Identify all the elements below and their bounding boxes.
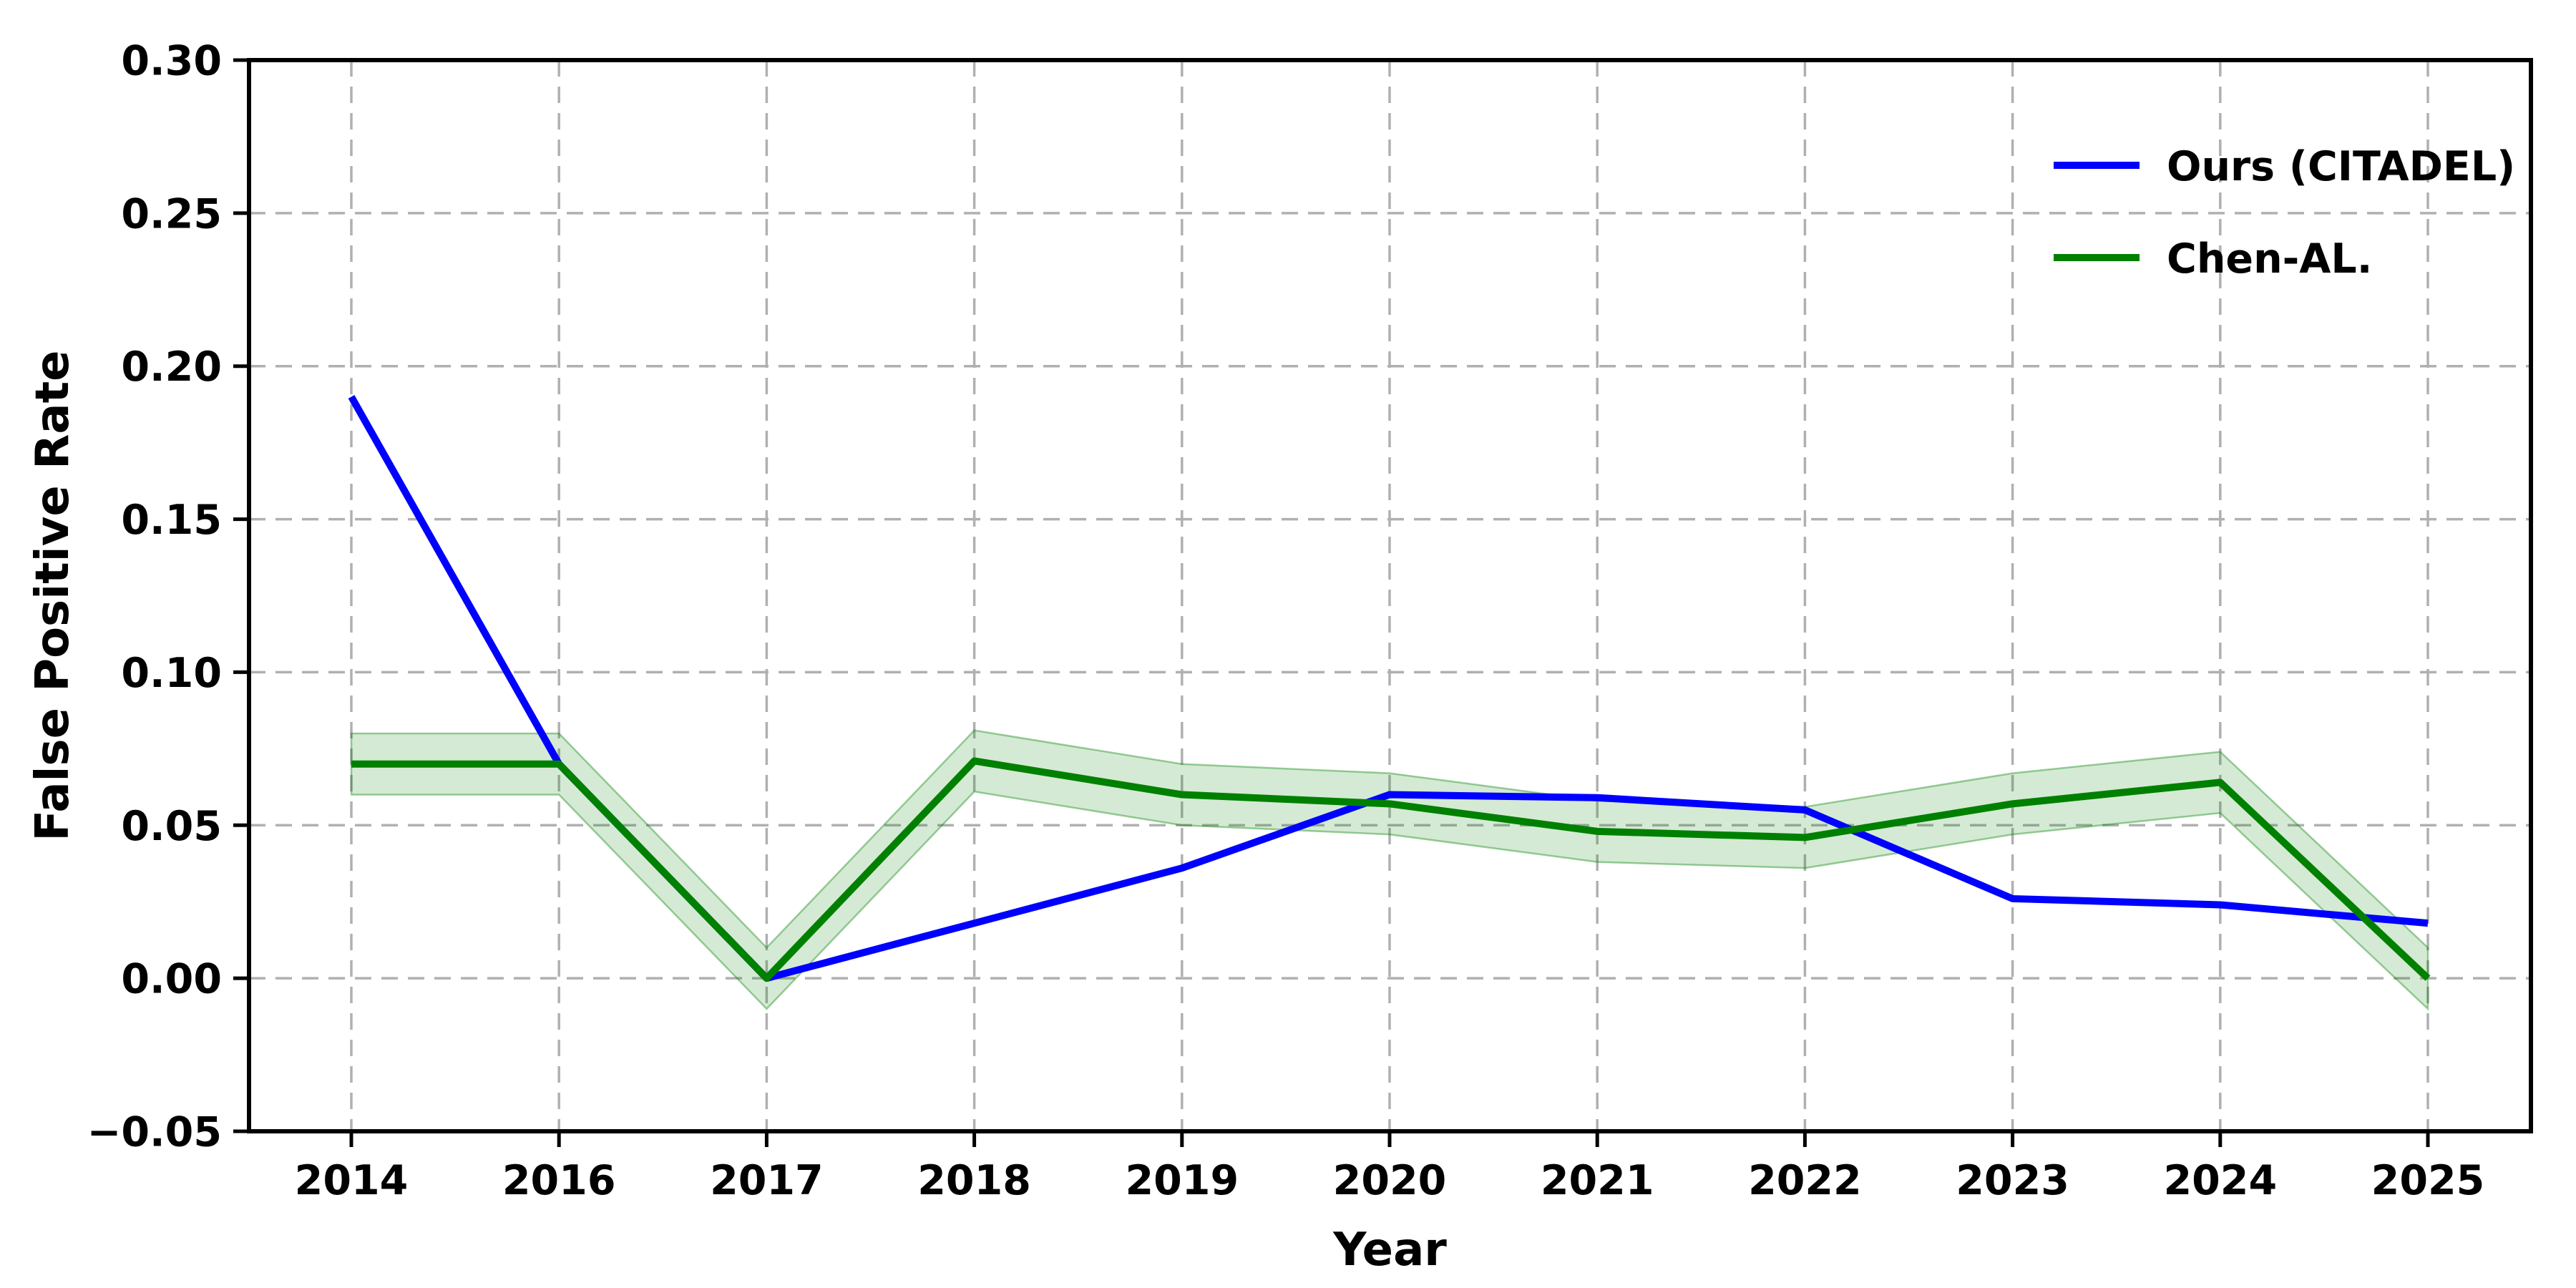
legend-label-1: Chen-AL.: [2167, 235, 2372, 283]
x-tick-label: 2022: [1748, 1157, 1862, 1204]
x-tick-label: 2019: [1125, 1157, 1239, 1204]
y-tick-label: 0.00: [121, 956, 222, 1003]
y-tick-label: 0.30: [121, 38, 222, 85]
x-tick-label: 2020: [1333, 1157, 1447, 1204]
y-tick-label: 0.15: [121, 497, 222, 544]
series-line-1: [351, 757, 2431, 982]
x-tick-label: 2025: [2371, 1157, 2485, 1204]
x-tick-label: 2018: [917, 1157, 1031, 1204]
y-tick-label: 0.10: [121, 650, 222, 697]
legend: Ours (CITADEL) Chen-AL.: [2054, 143, 2515, 283]
y-tick-label: 0.25: [121, 190, 222, 238]
x-axis-title: Year: [1332, 1224, 1447, 1277]
y-tick-label: −0.05: [87, 1109, 222, 1156]
y-axis-title: False Positive Rate: [26, 350, 79, 841]
x-tick-label: 2014: [295, 1157, 409, 1204]
y-tick-label: 0.05: [121, 803, 222, 850]
confidence-band: [350, 729, 2429, 1011]
gridlines: [249, 59, 2531, 1133]
legend-label-0: Ours (CITADEL): [2167, 143, 2515, 190]
confidence-band-layer: [350, 729, 2429, 1011]
x-tick-label: 2017: [710, 1157, 824, 1204]
labels-layer: −0.05 0.00 0.05 0.10 0.15 0.20 0.25 0.30 2014 201…: [26, 38, 2484, 1277]
x-tick-label: 2023: [1956, 1157, 2069, 1204]
x-tick-label: 2016: [502, 1157, 616, 1204]
y-tick-label: 0.20: [121, 343, 222, 391]
x-tick-label: 2024: [2163, 1157, 2277, 1204]
axes-layer: [233, 58, 2533, 1147]
series-layer: [348, 395, 2431, 982]
x-tick-label: 2021: [1541, 1157, 1654, 1204]
